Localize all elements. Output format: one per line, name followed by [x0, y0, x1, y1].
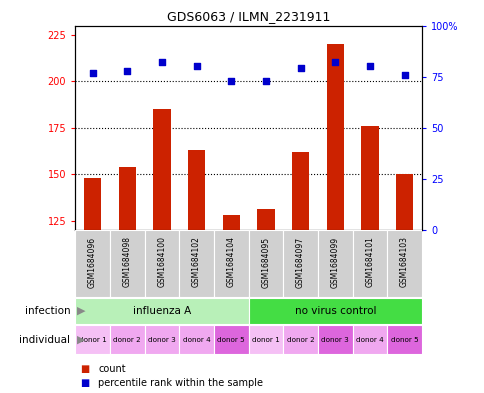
Point [158, 59, 166, 66]
Bar [352, 325, 386, 354]
Bar [213, 230, 248, 297]
Bar [153, 109, 170, 230]
Bar [179, 325, 213, 354]
Bar [283, 325, 318, 354]
Bar [75, 325, 109, 354]
Bar [318, 230, 352, 297]
Bar [386, 230, 421, 297]
Text: GSM1684099: GSM1684099 [330, 237, 339, 288]
Text: percentile rank within the sample: percentile rank within the sample [98, 378, 263, 388]
Text: ▶: ▶ [76, 306, 85, 316]
Text: infection: infection [25, 306, 70, 316]
Text: no virus control: no virus control [294, 306, 375, 316]
Bar [257, 209, 274, 230]
Text: donor 4: donor 4 [355, 337, 383, 343]
Bar [248, 298, 421, 324]
Bar [109, 325, 144, 354]
Text: donor 4: donor 4 [182, 337, 210, 343]
Text: donor 2: donor 2 [286, 337, 314, 343]
Bar [222, 215, 240, 230]
Bar [75, 298, 248, 324]
Point [227, 77, 235, 84]
Text: count: count [98, 364, 126, 375]
Bar [291, 152, 309, 230]
Bar [248, 230, 283, 297]
Bar [213, 325, 248, 354]
Bar [318, 325, 352, 354]
Bar [109, 230, 144, 297]
Text: donor 2: donor 2 [113, 337, 141, 343]
Bar [144, 230, 179, 297]
Text: GSM1684098: GSM1684098 [122, 237, 132, 287]
Text: ▶: ▶ [76, 335, 85, 345]
Point [123, 67, 131, 73]
Bar [361, 126, 378, 230]
Text: donor 1: donor 1 [252, 337, 279, 343]
Bar [386, 325, 421, 354]
Text: donor 3: donor 3 [321, 337, 348, 343]
Title: GDS6063 / ILMN_2231911: GDS6063 / ILMN_2231911 [166, 10, 330, 23]
Text: GSM1684100: GSM1684100 [157, 237, 166, 287]
Bar [84, 178, 101, 230]
Bar [395, 174, 412, 230]
Text: donor 1: donor 1 [78, 337, 106, 343]
Text: GSM1684103: GSM1684103 [399, 237, 408, 287]
Point [331, 59, 338, 66]
Text: ■: ■ [80, 378, 89, 388]
Text: GSM1684095: GSM1684095 [261, 237, 270, 288]
Text: donor 3: donor 3 [148, 337, 175, 343]
Text: GSM1684104: GSM1684104 [226, 237, 235, 287]
Bar [75, 230, 109, 297]
Bar [326, 44, 343, 230]
Text: GSM1684101: GSM1684101 [364, 237, 374, 287]
Text: GSM1684096: GSM1684096 [88, 237, 97, 288]
Point [296, 65, 304, 72]
Point [365, 63, 373, 70]
Bar [248, 325, 283, 354]
Bar [118, 167, 136, 230]
Text: donor 5: donor 5 [217, 337, 244, 343]
Bar [179, 230, 213, 297]
Point [192, 63, 200, 70]
Text: donor 5: donor 5 [390, 337, 418, 343]
Point [89, 70, 96, 76]
Text: GSM1684097: GSM1684097 [295, 237, 304, 288]
Bar [283, 230, 318, 297]
Text: GSM1684102: GSM1684102 [192, 237, 201, 287]
Bar [144, 325, 179, 354]
Text: ■: ■ [80, 364, 89, 375]
Text: influenza A: influenza A [133, 306, 191, 316]
Text: individual: individual [19, 335, 70, 345]
Point [261, 77, 269, 84]
Bar [187, 150, 205, 230]
Bar [352, 230, 386, 297]
Point [400, 72, 408, 78]
